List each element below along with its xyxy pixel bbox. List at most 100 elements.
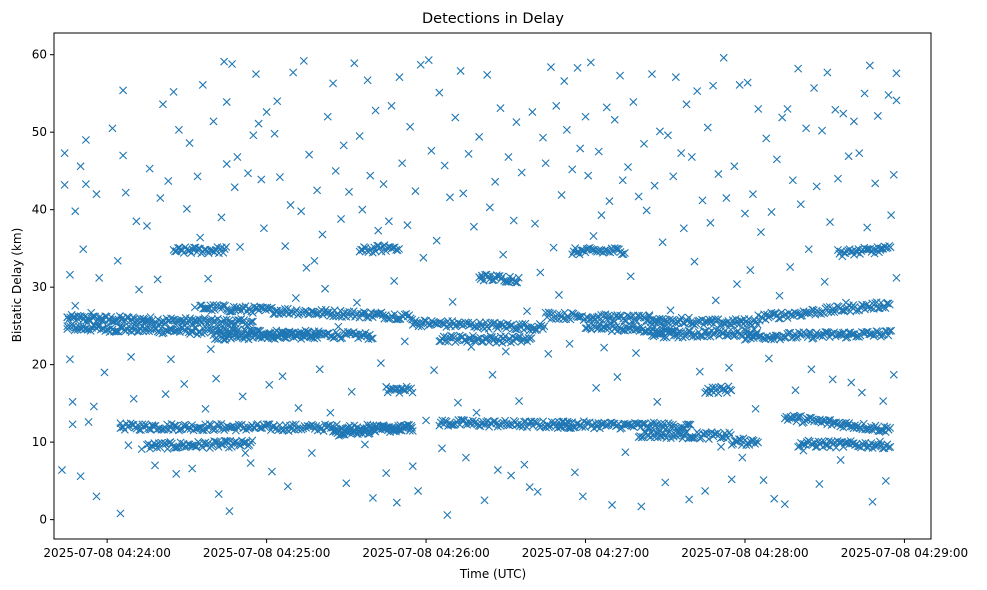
track-detection-point — [403, 420, 412, 429]
detection-point — [863, 223, 872, 232]
detection-point — [408, 462, 417, 471]
detection-point — [743, 78, 752, 87]
track-detection-point — [518, 320, 527, 329]
track-detection-point — [395, 244, 404, 253]
detection-point — [135, 285, 144, 294]
track-detection-point — [712, 385, 721, 394]
track-detection-point — [885, 300, 894, 309]
detection-point — [76, 162, 85, 171]
detection-point — [92, 492, 101, 501]
track-detection-point — [817, 437, 826, 446]
detection-point — [204, 274, 213, 283]
x-tick-label: 2025-07-08 04:26:00 — [362, 546, 489, 560]
detection-point — [669, 172, 678, 181]
detection-point — [849, 117, 858, 126]
track-detection-point — [213, 438, 222, 447]
detection-point — [557, 190, 566, 199]
track-detection-point — [201, 438, 210, 447]
detection-point — [496, 104, 505, 113]
track-detection-point — [267, 303, 276, 312]
detection-point — [552, 101, 561, 110]
detection-point — [794, 64, 803, 73]
detection-point — [873, 111, 882, 120]
detection-point — [374, 226, 383, 235]
detection-point — [416, 60, 425, 69]
track-detection-point — [311, 329, 320, 338]
detection-point — [71, 207, 80, 216]
detection-point — [536, 268, 545, 277]
detection-point — [464, 149, 473, 158]
detection-point — [624, 163, 633, 172]
detection-point — [733, 280, 741, 289]
detection-point — [222, 97, 231, 106]
track-detection-point — [843, 421, 852, 430]
detection-point — [709, 81, 718, 90]
detection-point — [387, 101, 396, 110]
detection-point — [249, 131, 258, 140]
track-detection-point — [820, 309, 829, 318]
detection-point — [150, 461, 159, 470]
detection-point — [592, 383, 601, 392]
detection-point — [717, 442, 726, 451]
track-detection-point — [873, 327, 882, 336]
detection-point — [786, 263, 795, 272]
detection-point — [164, 177, 173, 185]
track-detection-point — [498, 338, 507, 347]
y-axis-label: Bistatic Delay (km) — [10, 228, 24, 343]
track-detection-point — [686, 420, 695, 429]
detection-point — [661, 478, 670, 487]
detection-point — [65, 270, 74, 279]
track-detection-point — [687, 330, 696, 339]
detection-point — [815, 479, 824, 488]
detection-point — [89, 402, 98, 411]
track-detection-point — [394, 425, 403, 434]
track-detection-point — [683, 420, 692, 429]
x-axis-label: Time (UTC) — [459, 567, 526, 581]
detection-point — [639, 139, 648, 148]
detection-point — [581, 112, 590, 121]
detection-point — [767, 208, 776, 216]
detection-point — [539, 133, 547, 142]
detection-point — [735, 80, 744, 89]
detection-point — [475, 132, 484, 141]
track-detection-point — [314, 329, 323, 338]
detection-point — [637, 502, 646, 511]
track-detection-point — [329, 312, 338, 321]
detection-point — [573, 63, 582, 72]
detection-point — [568, 165, 577, 174]
detection-point — [719, 53, 728, 62]
detection-point — [523, 307, 532, 316]
track-detection-point — [480, 334, 489, 343]
detection-point — [323, 112, 332, 121]
track-detection-point — [792, 417, 801, 426]
detection-point — [549, 243, 558, 252]
detection-point — [206, 345, 215, 354]
detection-point — [690, 257, 699, 266]
detection-point — [403, 221, 412, 230]
detection-point — [71, 301, 80, 310]
track-detection-point — [639, 432, 648, 441]
detection-point — [531, 219, 540, 228]
detection-point — [725, 363, 734, 372]
detection-point — [576, 144, 585, 153]
detection-point — [358, 205, 367, 214]
detection-point — [783, 104, 792, 113]
detection-point — [802, 124, 811, 133]
y-tick-label: 10 — [32, 435, 47, 449]
detection-point — [427, 146, 436, 155]
track-detection-point — [383, 423, 392, 432]
detection-point — [65, 355, 74, 364]
track-detection-point — [754, 438, 762, 447]
detection-point — [546, 63, 555, 72]
track-detection-point — [786, 328, 795, 337]
detection-point — [440, 161, 449, 170]
track-detection-point — [165, 324, 174, 333]
detection-point — [313, 186, 322, 195]
track-detection-point — [685, 420, 694, 429]
detection-point — [275, 173, 284, 182]
track-detection-point — [887, 326, 896, 335]
track-detection-point — [668, 430, 677, 439]
detection-point — [578, 492, 587, 501]
track-detection-point — [336, 334, 345, 343]
detection-point — [305, 150, 314, 159]
